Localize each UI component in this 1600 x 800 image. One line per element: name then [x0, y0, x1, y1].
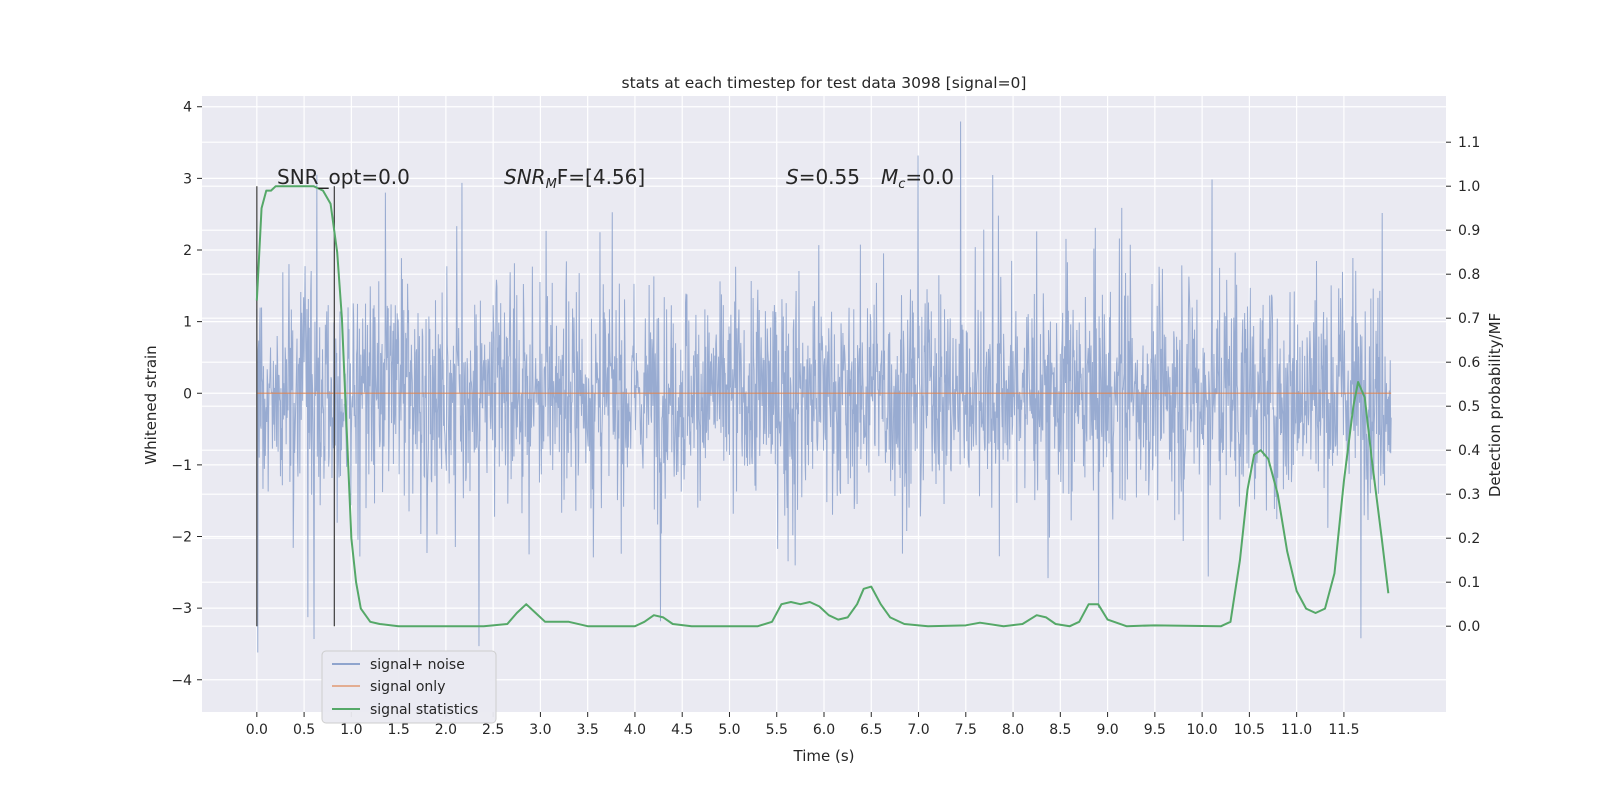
y-tick-label: −1 [171, 458, 192, 474]
legend-label-statistics: signal statistics [370, 702, 478, 718]
x-tick-label: 4.0 [624, 722, 646, 738]
x-axis-ticks: 0.0 0.5 1.0 1.5 2.0 2.5 3.0 3.5 4.0 4.5 5.0 5.5 6.0 6… [246, 712, 1359, 738]
y2-axis-ticks: 1.1 1.0 0.9 0.8 0.7 0.6 0.5 0.4 0.3 0.2 0.1 0.0 [1446, 135, 1480, 635]
y2-tick-label: 1.1 [1458, 135, 1480, 151]
y2-tick-label: 0.1 [1458, 575, 1480, 591]
x-tick-label: 0.5 [293, 722, 315, 738]
vertical-marker-lines [256, 186, 335, 627]
y-tick-label: 1 [183, 315, 192, 331]
y-tick-label: −2 [171, 530, 192, 546]
x-tick-label: 6.5 [860, 722, 882, 738]
annotation-mc-value: =0.0 [905, 165, 954, 189]
y2-tick-label: 0.6 [1458, 355, 1480, 371]
y2-tick-label: 0.8 [1458, 267, 1480, 283]
x-tick-label: 0.0 [246, 722, 268, 738]
x-tick-label: 1.5 [387, 722, 409, 738]
statistics-curve [255, 185, 1390, 628]
annotation-snr-mf: SNRMF=[4.56] [504, 165, 645, 192]
x-tick-label: 9.5 [1144, 722, 1166, 738]
x-tick-label: 3.5 [577, 722, 599, 738]
x-tick-label: 7.5 [955, 722, 977, 738]
y2-tick-label: 0.2 [1458, 531, 1480, 547]
y-tick-label: 2 [183, 243, 192, 259]
x-tick-label: 3.0 [529, 722, 551, 738]
legend-label-noise: signal+ noise [370, 657, 465, 673]
x-tick-label: 11.0 [1281, 722, 1312, 738]
chart-title: stats at each timestep for test data 309… [622, 74, 1027, 92]
y2-axis-label: Detection probability/MF [1486, 313, 1504, 497]
x-tick-label: 2.0 [435, 722, 457, 738]
y2-tick-label: 1.0 [1458, 179, 1480, 195]
y2-tick-label: 0.9 [1458, 223, 1480, 239]
annotation-mc-name: M [881, 165, 898, 189]
y-tick-label: 4 [183, 100, 192, 116]
x-tick-label: 11.5 [1328, 722, 1359, 738]
annotations: SNR_opt=0.0 SNRMF=[4.56] S=0.55 Mc=0.0 [277, 165, 954, 192]
x-tick-label: 7.0 [907, 722, 929, 738]
signal-statistics-series [255, 185, 1390, 628]
annotation-snr-mf-value: F=[4.56] [557, 165, 645, 189]
legend-box [321, 650, 497, 724]
x-tick-label: 10.0 [1187, 722, 1218, 738]
annotation-mc: Mc=0.0 [881, 165, 954, 192]
x-tick-label: 10.5 [1234, 722, 1265, 738]
x-tick-label: 6.0 [813, 722, 835, 738]
x-tick-label: 5.0 [718, 722, 740, 738]
y-tick-label: −3 [171, 601, 192, 617]
x-tick-label: 9.0 [1096, 722, 1118, 738]
annotation-snr-mf-sub: M [546, 177, 557, 192]
y2-tick-label: 0.4 [1458, 443, 1480, 459]
x-tick-label: 5.5 [766, 722, 788, 738]
y-axis-label: Whitened strain [142, 345, 160, 464]
x-tick-label: 1.0 [340, 722, 362, 738]
annotation-snr-opt: SNR_opt=0.0 [277, 165, 410, 189]
y2-tick-label: 0.7 [1458, 311, 1480, 327]
annotation-mc-sub: c [898, 177, 905, 192]
signal-plus-noise-series [256, 121, 1392, 653]
annotation-snr-mf-name: SNR [504, 165, 546, 189]
y-axis-ticks: 4 3 2 1 0 −1 −2 −3 −4 [171, 100, 202, 689]
y-tick-label: −4 [171, 673, 192, 689]
y-tick-label: 0 [183, 386, 192, 402]
annotation-s: S=0.55 [786, 165, 860, 189]
x-tick-label: 2.5 [482, 722, 504, 738]
y-tick-label: 3 [183, 171, 192, 187]
annotation-s-value: =0.55 [799, 165, 860, 189]
x-tick-label: 4.5 [671, 722, 693, 738]
legend-label-signal-only: signal only [370, 679, 445, 695]
annotation-s-name: S [786, 165, 799, 189]
noise-trace [256, 121, 1392, 653]
y2-tick-label: 0.3 [1458, 487, 1480, 503]
x-axis-label: Time (s) [793, 747, 855, 765]
y2-tick-label: 0.0 [1458, 619, 1480, 635]
y2-tick-label: 0.5 [1458, 399, 1480, 415]
legend: signal+ noise signal only signal statist… [321, 650, 497, 724]
x-tick-label: 8.5 [1049, 722, 1071, 738]
x-tick-label: 8.0 [1002, 722, 1024, 738]
